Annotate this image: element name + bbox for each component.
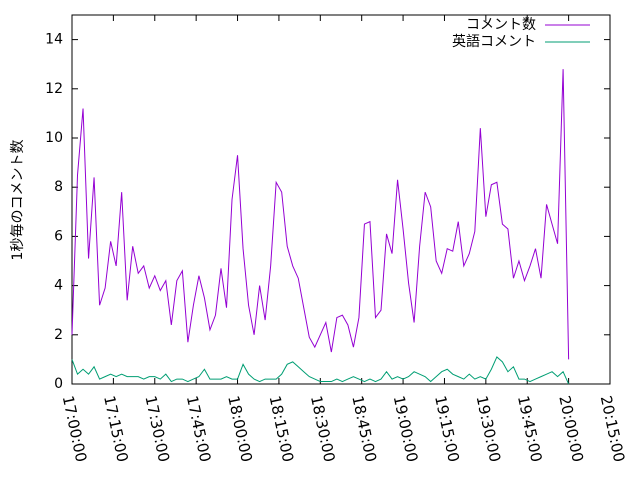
- plot-frame: [71, 14, 611, 385]
- legend-label: 英語コメント: [452, 33, 536, 50]
- x-tick-label: 19:30:00: [473, 394, 505, 464]
- x-tick-label: 17:30:00: [141, 394, 173, 464]
- x-tick-label: 20:00:00: [555, 394, 587, 464]
- y-axis-label: 1秒毎のコメント数: [10, 140, 26, 261]
- y-tick-label: 8: [54, 179, 63, 195]
- x-tick-label: 19:45:00: [514, 394, 546, 464]
- series-line: [71, 356, 570, 385]
- y-tick-label: 4: [54, 278, 63, 294]
- x-tick-label: 18:30:00: [307, 394, 339, 464]
- y-tick-label: 6: [54, 228, 63, 244]
- y-tick-label: 12: [45, 81, 63, 97]
- x-tick-label: 17:45:00: [183, 394, 215, 464]
- x-tick-label: 17:00:00: [59, 394, 91, 464]
- x-tick-label: 17:15:00: [100, 394, 132, 464]
- x-tick-label: 18:15:00: [266, 394, 298, 464]
- y-tick-label: 2: [54, 327, 63, 343]
- x-tick-label: 20:15:00: [597, 394, 629, 464]
- y-tick-label: 14: [45, 32, 63, 48]
- legend-label: コメント数: [466, 17, 536, 33]
- x-tick-label: 18:00:00: [224, 394, 256, 464]
- x-tick-label: 19:00:00: [390, 394, 422, 464]
- x-tick-label: 19:15:00: [431, 394, 463, 464]
- series-line: [71, 69, 570, 360]
- x-tick-label: 18:45:00: [348, 394, 380, 464]
- y-tick-label: 10: [45, 130, 63, 146]
- y-tick-label: 0: [54, 376, 63, 392]
